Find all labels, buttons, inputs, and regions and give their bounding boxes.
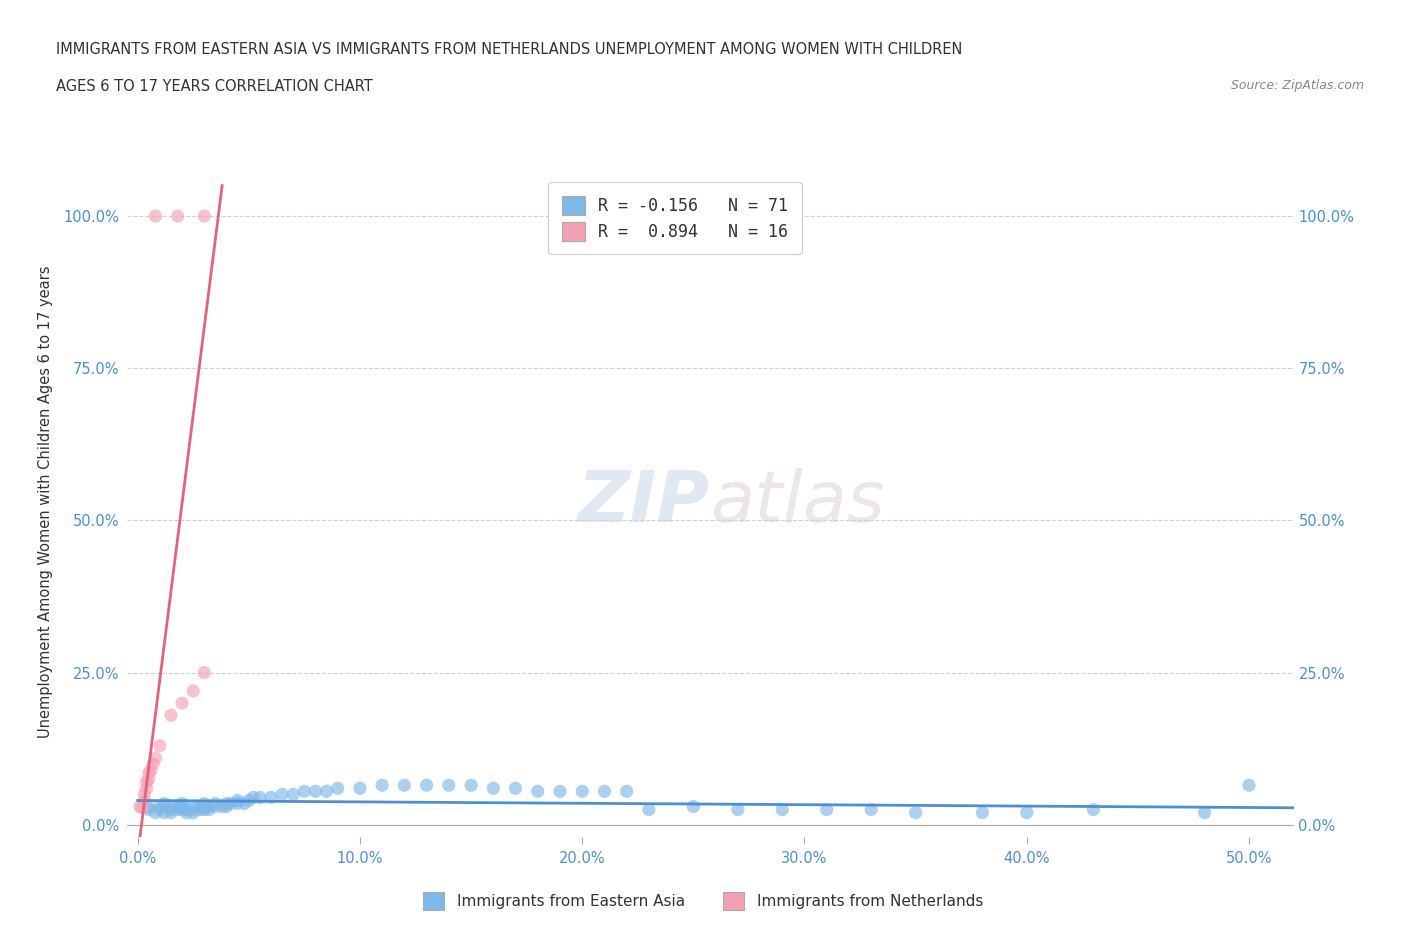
Point [211, 799, 233, 814]
Point [128, 799, 150, 814]
Legend: R = -0.156   N = 71, R =  0.894   N = 16: R = -0.156 N = 71, R = 0.894 N = 16 [548, 182, 801, 254]
Point [138, 803, 160, 817]
Point [166, 799, 188, 814]
Point [197, 803, 219, 817]
Point [215, 799, 238, 814]
Point [219, 796, 242, 811]
Text: ZIP: ZIP [578, 468, 710, 537]
Point [233, 796, 256, 811]
Point [176, 805, 198, 820]
Point [134, 787, 156, 802]
Point [394, 777, 416, 792]
Text: IMMIGRANTS FROM EASTERN ASIA VS IMMIGRANTS FROM NETHERLANDS UNEMPLOYMENT AMONG W: IMMIGRANTS FROM EASTERN ASIA VS IMMIGRAN… [56, 42, 963, 57]
Point [315, 784, 337, 799]
Text: atlas: atlas [710, 468, 884, 537]
Text: Source: ZipAtlas.com: Source: ZipAtlas.com [1230, 79, 1364, 92]
Point [142, 756, 165, 771]
Point [181, 805, 204, 820]
Point [193, 665, 215, 680]
Point [260, 790, 283, 804]
Point [176, 803, 198, 817]
Point [283, 787, 305, 802]
Point [138, 799, 160, 814]
Point [326, 781, 349, 796]
Legend: Immigrants from Eastern Asia, Immigrants from Netherlands: Immigrants from Eastern Asia, Immigrants… [415, 884, 991, 918]
Point [149, 799, 172, 814]
Point [172, 803, 194, 817]
Point [160, 799, 183, 814]
Point [249, 790, 271, 804]
Point [181, 799, 204, 814]
Point [149, 738, 172, 753]
Point [160, 805, 183, 820]
Point [682, 799, 704, 814]
Point [188, 803, 211, 817]
Point [197, 799, 219, 814]
Point [770, 803, 793, 817]
Point [131, 801, 153, 816]
Point [193, 803, 215, 817]
Point [134, 793, 156, 808]
Point [548, 784, 571, 799]
Point [1237, 777, 1260, 792]
Point [349, 781, 371, 796]
Point [204, 796, 226, 811]
Point [145, 805, 167, 820]
Point [1015, 805, 1038, 820]
Point [166, 803, 188, 817]
Point [1083, 803, 1105, 817]
Point [188, 799, 211, 814]
Y-axis label: Unemployment Among Women with Children Ages 6 to 17 years: Unemployment Among Women with Children A… [38, 266, 52, 738]
Point [193, 796, 215, 811]
Point [304, 784, 326, 799]
Point [371, 777, 394, 792]
Point [172, 796, 194, 811]
Point [526, 784, 548, 799]
Point [815, 803, 838, 817]
Point [181, 803, 204, 817]
Point [181, 684, 204, 698]
Point [415, 777, 437, 792]
Point [242, 790, 264, 804]
Point [482, 781, 505, 796]
Point [135, 775, 157, 790]
Point [149, 803, 172, 817]
Point [145, 751, 167, 765]
Point [1194, 805, 1216, 820]
Point [860, 803, 883, 817]
Point [271, 787, 294, 802]
Point [160, 708, 183, 723]
Point [145, 208, 167, 223]
Point [292, 784, 315, 799]
Point [505, 781, 527, 796]
Point [727, 803, 749, 817]
Text: AGES 6 TO 17 YEARS CORRELATION CHART: AGES 6 TO 17 YEARS CORRELATION CHART [56, 79, 373, 94]
Point [226, 796, 249, 811]
Point [904, 805, 927, 820]
Point [172, 696, 194, 711]
Point [135, 781, 157, 796]
Point [638, 803, 661, 817]
Point [215, 796, 238, 811]
Point [138, 772, 160, 787]
Point [571, 784, 593, 799]
Point [226, 793, 249, 808]
Point [166, 208, 188, 223]
Point [172, 799, 194, 814]
Point [193, 208, 215, 223]
Point [138, 765, 160, 780]
Point [153, 805, 176, 820]
Point [972, 805, 994, 820]
Point [139, 763, 162, 777]
Point [238, 793, 260, 808]
Point [193, 799, 215, 814]
Point [593, 784, 616, 799]
Point [460, 777, 482, 792]
Point [153, 796, 176, 811]
Point [616, 784, 638, 799]
Point [437, 777, 460, 792]
Point [204, 799, 226, 814]
Point [160, 803, 183, 817]
